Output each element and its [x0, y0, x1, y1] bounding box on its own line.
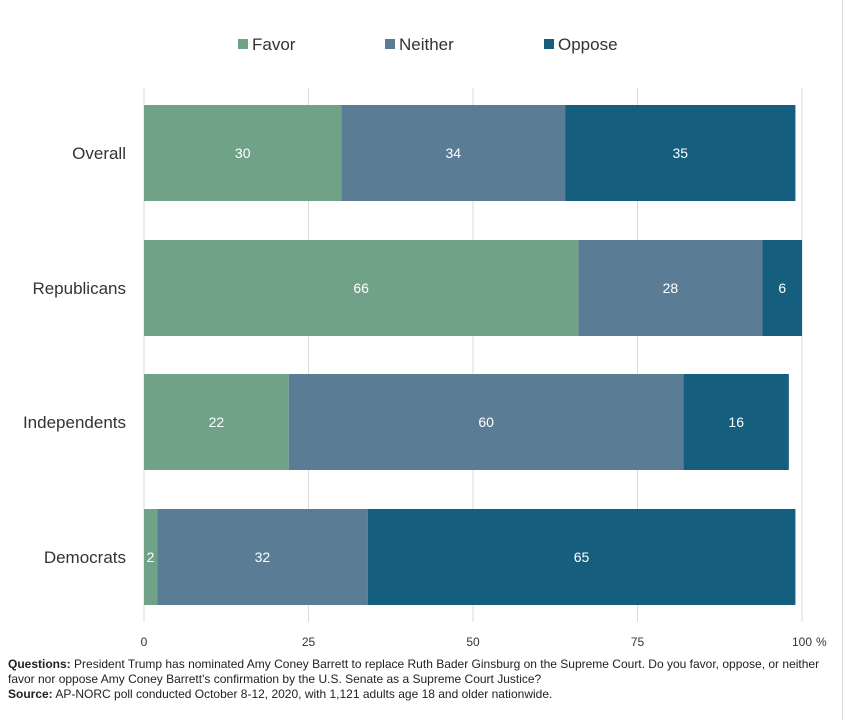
source-text: AP-NORC poll conducted October 8-12, 202… — [55, 687, 553, 701]
bar-label-republicans-neither: 28 — [663, 280, 679, 296]
x-tick-100: 100 — [792, 635, 812, 649]
bar-overall-oppose — [565, 105, 796, 201]
bar-label-independents-oppose: 16 — [728, 414, 744, 430]
category-labels: Overall Republicans Independents Democrats — [23, 144, 126, 567]
bar-overall-neither — [341, 105, 566, 201]
bar-label-democrats-oppose: 65 — [574, 549, 590, 565]
bars: 30 34 35 66 28 6 22 60 16 2 32 65 — [144, 105, 802, 605]
bar-label-independents-neither: 60 — [478, 414, 494, 430]
x-tick-0: 0 — [141, 635, 148, 649]
bar-independents-oppose — [683, 374, 789, 470]
right-border — [842, 0, 843, 720]
footnote: Questions: President Trump has nominated… — [8, 657, 828, 702]
bar-democrats-oppose — [367, 509, 796, 605]
legend: Favor Neither Oppose — [238, 35, 618, 54]
legend-label-oppose: Oppose — [558, 35, 618, 54]
bar-label-overall-oppose: 35 — [672, 145, 688, 161]
bar-label-republicans-oppose: 6 — [778, 280, 786, 296]
questions-text: President Trump has nominated Amy Coney … — [8, 657, 820, 686]
x-axis-ticks: 0 25 50 75 100% — [141, 635, 827, 649]
bar-label-overall-neither: 34 — [445, 145, 461, 161]
bar-label-republicans-favor: 66 — [353, 280, 369, 296]
bar-democrats-neither — [157, 509, 368, 605]
legend-item-neither: Neither — [385, 35, 454, 54]
legend-label-favor: Favor — [252, 35, 296, 54]
stacked-bar-chart: Favor Neither Oppose 30 34 35 66 28 6 22 60 16 2 32 6… — [23, 35, 827, 649]
category-label-democrats: Democrats — [44, 548, 126, 567]
category-label-independents: Independents — [23, 413, 126, 432]
legend-item-oppose: Oppose — [544, 35, 618, 54]
legend-swatch-oppose — [544, 39, 554, 49]
bar-independents-neither — [288, 374, 684, 470]
bar-label-independents-favor: 22 — [209, 414, 225, 430]
bar-republicans-favor — [144, 240, 579, 336]
source-label: Source: — [8, 687, 53, 701]
category-label-overall: Overall — [72, 144, 126, 163]
bar-label-democrats-neither: 32 — [255, 549, 271, 565]
bar-republicans-oppose — [762, 240, 802, 336]
legend-swatch-neither — [385, 39, 395, 49]
bar-democrats-favor — [144, 509, 158, 605]
questions-label: Questions: — [8, 657, 71, 671]
legend-swatch-favor — [238, 39, 248, 49]
bar-label-overall-favor: 30 — [235, 145, 251, 161]
questions-note: Questions: President Trump has nominated… — [8, 657, 828, 687]
legend-item-favor: Favor — [238, 35, 296, 54]
legend-label-neither: Neither — [399, 35, 454, 54]
category-label-republicans: Republicans — [32, 279, 126, 298]
x-tick-25: 25 — [302, 635, 316, 649]
bar-overall-favor — [144, 105, 342, 201]
bar-republicans-neither — [578, 240, 763, 336]
x-tick-50: 50 — [466, 635, 480, 649]
x-tick-75: 75 — [631, 635, 645, 649]
bar-label-democrats-favor: 2 — [147, 549, 155, 565]
source-note: Source: AP-NORC poll conducted October 8… — [8, 687, 828, 702]
bar-independents-favor — [144, 374, 289, 470]
x-unit-label: % — [816, 635, 827, 649]
